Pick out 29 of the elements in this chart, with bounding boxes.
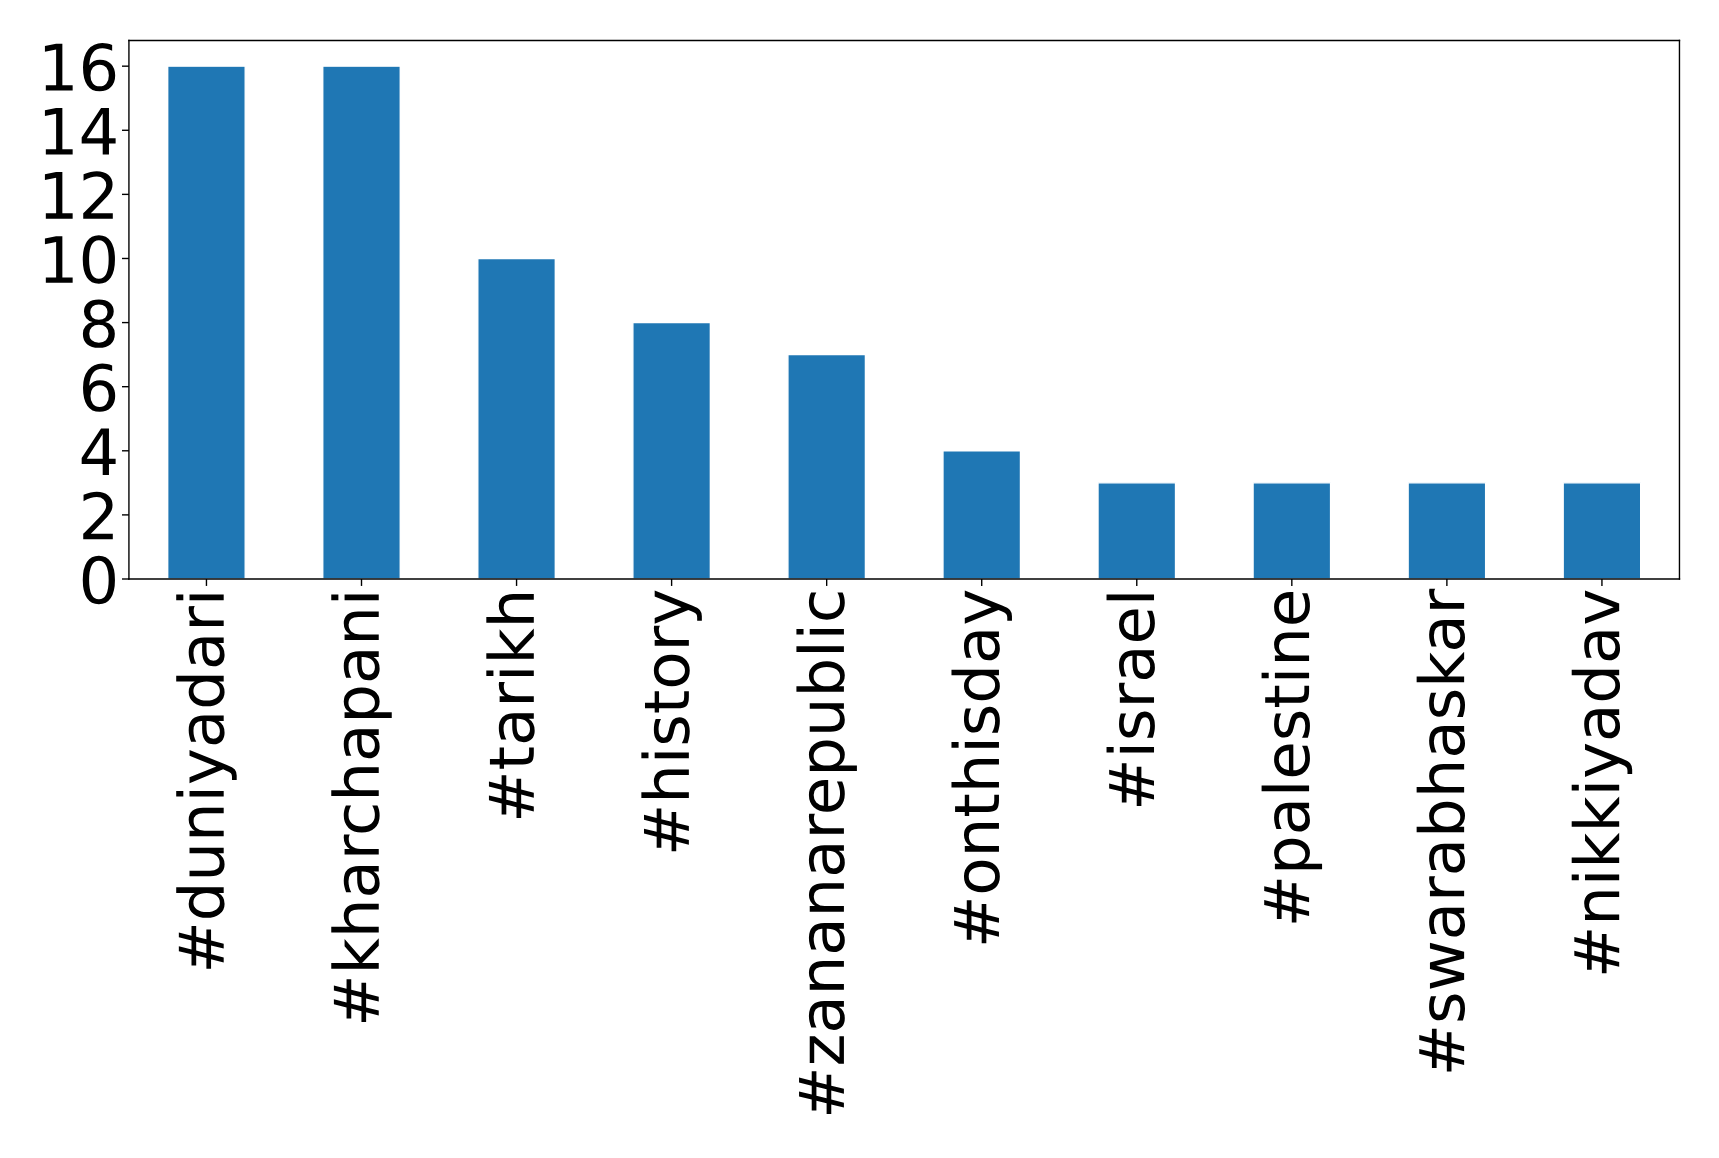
y-tick-label: 12 [44,171,113,219]
y-tick-label: 6 [83,363,116,412]
y-tick-label: 0 [82,555,115,605]
x-tick-label: #duniyadari [176,594,237,969]
bar [1252,482,1332,579]
x-tick-label: #history [641,590,702,852]
y-tick-label: 16 [44,43,116,92]
bar [1097,482,1177,579]
y-tick-label: 14 [44,107,116,155]
y-tick-label: 10 [44,235,115,284]
x-tick-label: #zananarepublic [796,592,857,1114]
bar [942,450,1022,579]
x-tick-label: #palestine [1261,592,1323,923]
bar [1407,482,1487,579]
bar [322,65,401,579]
bar [787,353,867,579]
x-tick-label: #onthisday [951,590,1012,944]
y-tick-label: 8 [82,299,115,348]
y-tick-label: 4 [81,428,116,476]
x-tick-label: #kharchapani [331,594,392,1022]
x-tick-label: #israel [1106,594,1155,807]
x-tick-label: #swarabhaskar [1416,588,1466,1072]
x-tick-label: #tarikh [486,594,535,818]
bar [166,65,246,579]
bar [632,321,712,579]
y-tick-label: 2 [83,491,113,540]
bar [1562,482,1642,579]
bar [477,257,557,579]
x-tick-label: #nikkiyadav [1571,590,1633,974]
